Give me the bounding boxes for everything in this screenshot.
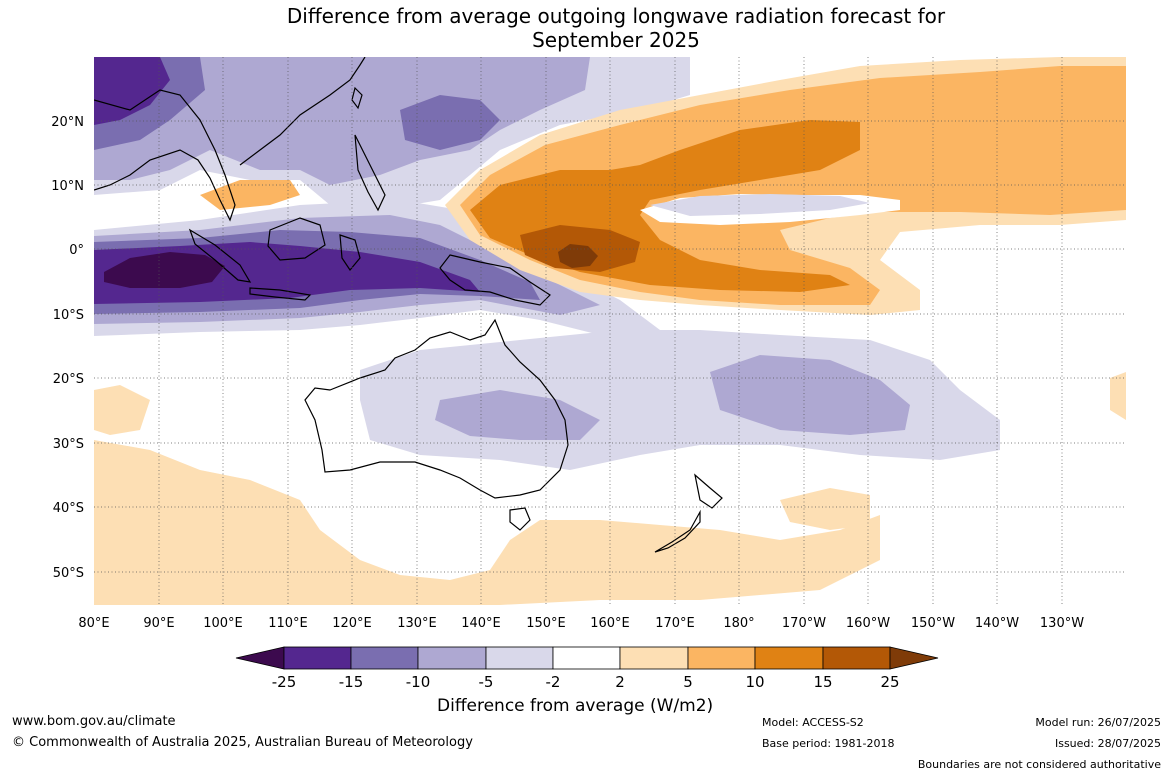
colorbar-arrow-low	[235, 646, 285, 670]
colorbar-tick: 25	[880, 673, 899, 691]
footer-model-run: Model run: 26/07/2025	[1035, 716, 1161, 729]
java-coastline	[249, 287, 312, 301]
lon-label-150w: 150°W	[911, 616, 955, 631]
lon-label-160e: 160°E	[590, 616, 630, 631]
sumatra-coastline	[188, 228, 252, 283]
anomaly-region-pos-2-western-indian	[94, 385, 150, 435]
anomaly-field	[94, 57, 1126, 605]
footer-run-info: Model run: 26/07/2025 Issued: 28/07/2025…	[918, 712, 1161, 775]
colorbar-segment	[619, 646, 689, 670]
anomaly-region-neg-2-pacific-strip	[650, 194, 870, 216]
colorbar	[235, 646, 939, 670]
lon-label-180: 180°	[723, 616, 754, 631]
lat-label-10s: 10°S	[53, 308, 84, 323]
taiwan-coastline	[351, 86, 363, 110]
lon-label-140e: 140°E	[461, 616, 501, 631]
anomaly-region-neg-5-south-pacific	[710, 355, 910, 435]
anomaly-region-pos-2-southern-ocean-east	[780, 488, 870, 530]
colorbar-arrow-high	[889, 646, 939, 670]
colorbar-segment	[485, 646, 554, 670]
lat-label-50s: 50°S	[53, 566, 84, 581]
lon-label-160w: 160°W	[846, 616, 890, 631]
lon-label-110e: 110°E	[268, 616, 308, 631]
latitude-labels: 20°N 10°N 0° 10°S 20°S 30°S 40°S 50°S	[51, 115, 84, 581]
lon-label-170w: 170°W	[782, 616, 826, 631]
footer-base-period: Base period: 1981-2018	[762, 737, 895, 750]
colorbar-title: Difference from average (W/m2)	[437, 696, 714, 716]
colorbar-tick: -2	[546, 673, 561, 691]
colorbar-tick: -25	[272, 673, 297, 691]
anomaly-region-neg-25-indian-ocean	[104, 252, 225, 288]
lon-label-170e: 170°E	[655, 616, 695, 631]
footer-url: www.bom.gov.au/climate	[12, 714, 176, 729]
colorbar-segment	[822, 646, 891, 670]
borneo-coastline	[267, 217, 326, 261]
lat-label-0: 0°	[69, 243, 84, 258]
colorbar-segment	[687, 646, 756, 670]
map-title: Difference from average outgoing longwav…	[0, 4, 1173, 52]
footer-model: Model: ACCESS-S2	[762, 716, 864, 729]
anomaly-region-pos-2-south-pacific-east	[1110, 372, 1126, 420]
anomaly-region-pos-5-bay-of-bengal	[200, 180, 300, 210]
anomaly-region-neg-5-northwest	[94, 57, 590, 185]
colorbar-tick: 10	[745, 673, 764, 691]
anomaly-region-pos-25-pacific	[558, 244, 598, 268]
tasmania-coastline	[509, 507, 531, 531]
sulawesi-coastline	[339, 234, 361, 272]
coastlines	[94, 57, 723, 553]
footer-left: www.bom.gov.au/climate © Commonwealth of…	[12, 711, 473, 753]
southeast-asia-coastline	[94, 89, 236, 222]
colorbar-segment	[552, 646, 621, 670]
lon-label-130w: 130°W	[1040, 616, 1084, 631]
colorbar-tick: -10	[406, 673, 431, 691]
graticule	[94, 57, 1126, 605]
colorbar-segment	[417, 646, 487, 670]
lat-label-10n: 10°N	[51, 179, 84, 194]
philippines-coastline	[354, 134, 386, 212]
footer-disclaimer: Boundaries are not considered authoritat…	[917, 758, 1161, 771]
australia-coastline	[304, 318, 569, 499]
lat-label-30s: 30°S	[53, 437, 84, 452]
lat-label-40s: 40°S	[53, 501, 84, 516]
colorbar-ticks: -25 -15 -10 -5 -2 2 5 10 15 25	[272, 673, 900, 691]
colorbar-segment	[350, 646, 419, 670]
colorbar-tick: -5	[479, 673, 494, 691]
new-zealand-south-coastline	[654, 509, 701, 553]
colorbar-tick: 5	[683, 673, 693, 691]
colorbar-tick: 2	[615, 673, 625, 691]
footer-model-info: Model: ACCESS-S2 Base period: 1981-2018	[762, 712, 894, 754]
anomaly-region-pos-2-southern-ocean	[94, 440, 880, 605]
anomaly-region-neg-10-philippine-sea	[400, 95, 500, 150]
new-guinea-coastline	[439, 254, 551, 306]
lon-label-140w: 140°W	[975, 616, 1019, 631]
anomaly-region-neg-5-south-australia	[435, 390, 600, 440]
lon-label-150e: 150°E	[526, 616, 566, 631]
new-zealand-north-coastline	[694, 473, 723, 509]
lon-label-100e: 100°E	[203, 616, 243, 631]
asia-coastline	[239, 57, 366, 166]
lon-label-120e: 120°E	[332, 616, 372, 631]
lat-label-20s: 20°S	[53, 372, 84, 387]
longitude-labels: 80°E 90°E 100°E 110°E 120°E 130°E 140°E …	[78, 616, 1084, 631]
lon-label-130e: 130°E	[397, 616, 437, 631]
colorbar-segment	[283, 646, 352, 670]
colorbar-tick: -15	[339, 673, 364, 691]
title-line-2: September 2025	[532, 28, 700, 52]
colorbar-tick: 15	[813, 673, 832, 691]
footer-copyright: © Commonwealth of Australia 2025, Austra…	[12, 735, 473, 750]
lon-label-80e: 80°E	[78, 616, 109, 631]
anomaly-region-neg-15-northwest	[94, 57, 170, 125]
footer-issued: Issued: 28/07/2025	[1054, 737, 1161, 750]
title-line-1: Difference from average outgoing longwav…	[286, 4, 946, 28]
colorbar-segment	[754, 646, 824, 670]
lat-label-20n: 20°N	[51, 115, 84, 130]
lon-label-90e: 90°E	[143, 616, 174, 631]
